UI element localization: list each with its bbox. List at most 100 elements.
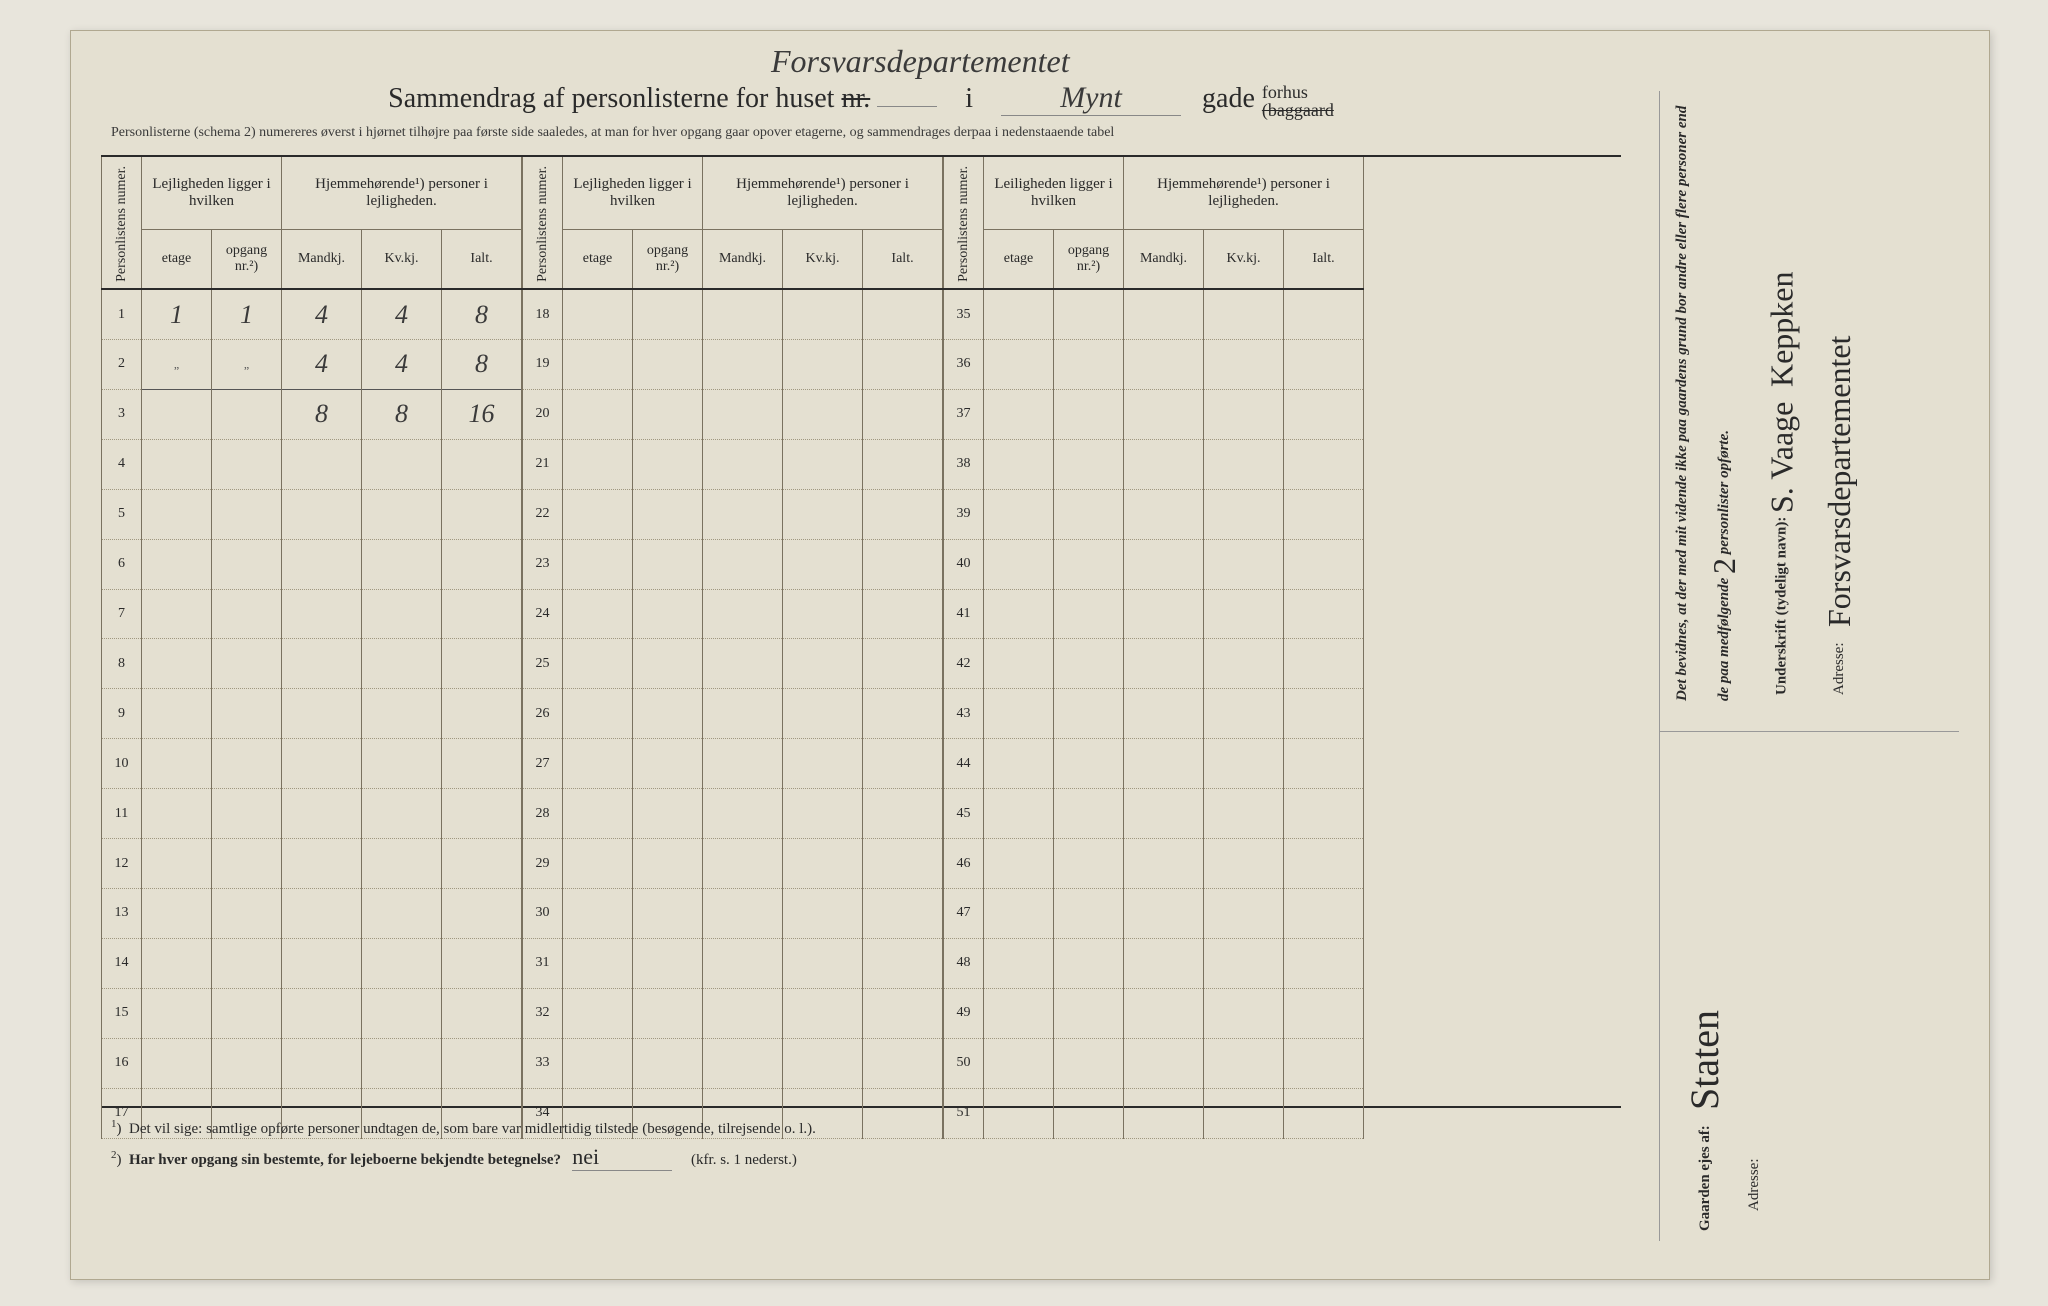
table-row: 22	[523, 489, 943, 539]
cell-ialt	[1284, 938, 1364, 988]
adresse-value: Forsvarsdepartementet	[1811, 336, 1869, 627]
cell-mand	[1124, 938, 1204, 988]
cell-opgang	[633, 289, 703, 339]
cell-ialt	[1284, 839, 1364, 889]
cell-mand	[703, 539, 783, 589]
col-opgang: opgang nr.²)	[1054, 229, 1124, 289]
cell-mand: 4	[282, 339, 362, 389]
cell-ialt	[1284, 339, 1364, 389]
cell-etage	[563, 639, 633, 689]
cell-ialt	[863, 889, 943, 939]
baggaard-label: (baggaard	[1262, 100, 1334, 120]
table-row: 49	[944, 988, 1364, 1038]
cell-opgang	[1054, 439, 1124, 489]
sidebar-owner: Gaarden ejes af: Staten Adresse:	[1669, 751, 1949, 1231]
cell-etage	[142, 839, 212, 889]
cell-kv	[1204, 339, 1284, 389]
cell-kv: 4	[362, 289, 442, 339]
cell-ialt	[1284, 988, 1364, 1038]
cell-opgang	[1054, 639, 1124, 689]
table-row: 27	[523, 739, 943, 789]
cell-mand	[282, 889, 362, 939]
cell-ialt	[863, 639, 943, 689]
cell-ialt: 8	[442, 289, 522, 339]
cell-ialt	[1284, 489, 1364, 539]
table-row: 45	[944, 789, 1364, 839]
cell-opgang: 1	[212, 289, 282, 339]
row-number: 30	[523, 889, 563, 939]
cell-etage	[563, 489, 633, 539]
cell-ialt	[442, 1038, 522, 1088]
cell-ialt	[442, 889, 522, 939]
cell-ialt	[863, 988, 943, 1038]
row-number: 4	[102, 439, 142, 489]
table-row: 51	[944, 1088, 1364, 1138]
table-row: 29	[523, 839, 943, 889]
cell-opgang	[212, 489, 282, 539]
cell-mand	[282, 639, 362, 689]
cell-mand	[282, 539, 362, 589]
cell-mand	[703, 589, 783, 639]
cell-etage	[984, 589, 1054, 639]
row-number: 24	[523, 589, 563, 639]
table-row: 33	[523, 1038, 943, 1088]
cell-ialt	[442, 988, 522, 1038]
row-number: 14	[102, 938, 142, 988]
handwritten-dept: Forsvarsdepartementet	[771, 43, 1070, 80]
fn2-text: Har hver opgang sin bestemte, for lejebo…	[129, 1152, 561, 1168]
row-number: 41	[944, 589, 984, 639]
cell-etage	[984, 739, 1054, 789]
cell-etage	[984, 339, 1054, 389]
cell-kv	[1204, 489, 1284, 539]
table-row: 2„„448	[102, 339, 522, 389]
cell-mand	[1124, 839, 1204, 889]
cell-opgang	[1054, 1088, 1124, 1138]
row-number: 42	[944, 639, 984, 689]
row-number: 46	[944, 839, 984, 889]
cell-etage	[142, 639, 212, 689]
cell-kv	[362, 589, 442, 639]
cell-opgang	[212, 739, 282, 789]
cell-opgang	[212, 1038, 282, 1088]
table-row: 19	[523, 339, 943, 389]
col-etage: etage	[984, 229, 1054, 289]
table-row: 41	[944, 589, 1364, 639]
cell-ialt	[442, 739, 522, 789]
col-personlistens: Personlistens numer.	[523, 157, 563, 290]
table-row: 37	[944, 389, 1364, 439]
row-number: 33	[523, 1038, 563, 1088]
table-row: 14	[102, 938, 522, 988]
row-number: 48	[944, 938, 984, 988]
cell-kv	[362, 639, 442, 689]
cell-etage	[142, 938, 212, 988]
cell-mand	[1124, 339, 1204, 389]
cell-etage: „	[142, 339, 212, 389]
table-row: 38	[944, 439, 1364, 489]
row-number: 26	[523, 689, 563, 739]
cell-etage	[984, 489, 1054, 539]
cell-opgang	[633, 689, 703, 739]
cell-kv	[1204, 938, 1284, 988]
cell-etage	[563, 589, 633, 639]
row-number: 36	[944, 339, 984, 389]
fn1-sup: 1	[111, 1118, 117, 1130]
cell-opgang	[1054, 489, 1124, 539]
cell-opgang	[633, 839, 703, 889]
cell-ialt	[442, 489, 522, 539]
cell-kv	[783, 839, 863, 889]
table-block: Personlistens numer.Leiligheden ligger i…	[943, 157, 1364, 1139]
cell-etage	[142, 789, 212, 839]
cell-mand	[1124, 889, 1204, 939]
cell-ialt	[442, 938, 522, 988]
col-kv: Kv.kj.	[783, 229, 863, 289]
row-number: 7	[102, 589, 142, 639]
cell-mand	[1124, 689, 1204, 739]
cell-ialt	[863, 439, 943, 489]
cell-mand	[282, 439, 362, 489]
table-row: 35	[944, 289, 1364, 339]
table-row: 18	[523, 289, 943, 339]
cell-kv	[362, 988, 442, 1038]
table-row: 36	[944, 339, 1364, 389]
row-number: 8	[102, 639, 142, 689]
cell-kv	[362, 1038, 442, 1088]
